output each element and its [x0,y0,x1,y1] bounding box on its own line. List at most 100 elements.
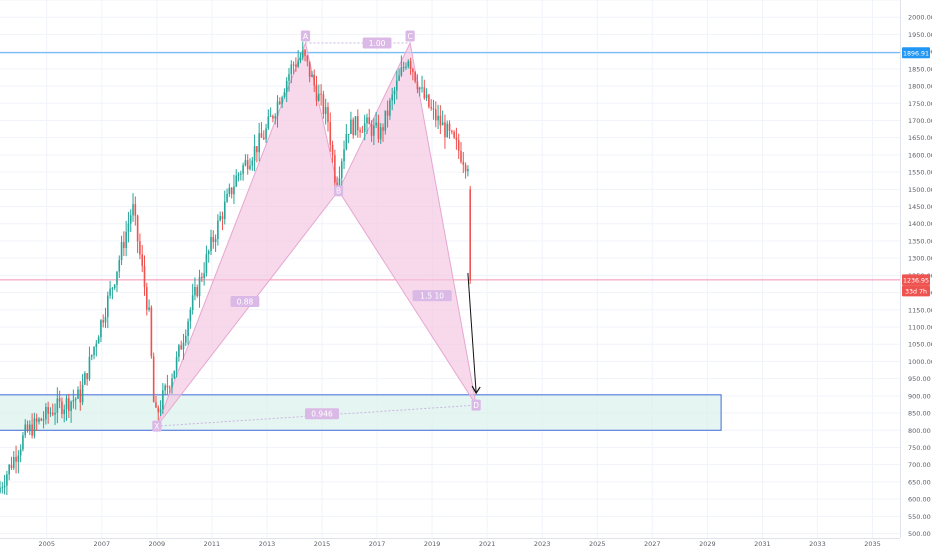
pattern-point-d-box [471,399,481,411]
candle-body [352,119,355,136]
candle-body [79,389,82,403]
candle-body [262,137,265,140]
candle-body [26,424,29,431]
time-tick-label: 2025 [589,540,606,548]
candle-body [249,165,251,170]
candle-body [375,122,377,126]
candle-body [350,119,352,135]
price-tick-label: 1500.00 [908,186,932,194]
candle-body [391,94,394,101]
candle-body [127,223,130,232]
candle-body [347,134,350,136]
ratio-label-2: 1.00 [369,39,386,48]
price-tick-label: 1150.00 [908,306,932,314]
candle-body [139,241,141,255]
ratio-label-1: 0.88 [237,297,254,306]
ratio-label-2-box [362,37,392,49]
candle-body [226,193,228,202]
harmonic-pattern [156,41,477,427]
candle-body [412,68,414,72]
candle-body [162,390,164,410]
candle-body [338,178,341,189]
candle-body [421,87,423,89]
candle-body [363,123,366,132]
price-tick-label: 1650.00 [908,134,932,142]
candle-body [414,71,416,82]
candle-body [45,407,47,420]
candle-body [361,131,364,133]
pattern-triangle-bcd [337,41,477,406]
candle-body [159,409,162,413]
candle-body [393,90,396,95]
candle-body [207,251,210,255]
price-tick-label: 900.00 [908,392,931,400]
candle-body [311,74,313,77]
price-tick-label: 1300.00 [908,255,932,263]
candle-body [228,187,231,194]
candle-body [10,464,13,468]
candle-body [106,295,109,317]
candle-body [155,402,157,408]
candle-body [102,320,105,323]
candle-body [152,356,155,403]
candle-body [370,124,373,136]
pattern-triangle-xab [156,41,340,427]
candle-body [141,254,144,267]
candle-body [457,140,460,151]
candle-body [125,231,127,248]
candle-body [359,130,361,132]
pattern-point-c: C [407,32,412,41]
time-tick-label: 2031 [754,540,771,548]
candle-body [389,100,391,116]
candle-body [439,115,442,126]
candle-body [88,356,91,380]
candle-body [368,117,371,125]
candle-body [308,61,311,77]
candle-body [395,80,398,91]
candle-body [175,356,178,371]
candle-body [123,242,125,248]
candle-body [63,409,66,415]
candle-body [203,273,205,279]
price-tick-label: 1800.00 [908,83,932,91]
pattern-point-x-box [152,420,162,432]
projection-arrow[interactable] [467,272,477,394]
candle-body [17,455,20,462]
candle-body [460,150,462,162]
candle-body [173,370,176,379]
candle-body [253,146,256,161]
candle-body [86,373,88,380]
candle-body [464,164,467,172]
candle-body [437,115,439,121]
candle-body [467,168,469,172]
candle-body [295,64,297,67]
candle-body [136,215,139,242]
pattern-point-b-box [333,185,344,197]
price-tick-label: 1850.00 [908,65,932,73]
candle-body [398,75,400,81]
candle-body [143,266,146,288]
candle-body [42,419,45,421]
candle-body [29,424,31,431]
price-tick-label: 700.00 [908,461,931,469]
price-tick-label: 1350.00 [908,237,932,245]
candle-body [214,239,217,242]
price-tick-label: 1000.00 [908,358,932,366]
candle-body [318,93,320,101]
time-tick-label: 2027 [644,540,661,548]
time-tick-label: 2007 [94,540,111,548]
candle-body [178,345,180,357]
candle-body [33,418,36,436]
candle-body [65,398,68,410]
candle-body [164,385,166,391]
candle-body [290,64,293,75]
candle-body [100,320,102,338]
pattern-point-a: A [303,32,309,41]
candle-body [379,127,382,140]
time-tick-label: 2005 [39,540,56,548]
candle-body [428,94,430,108]
candle-body [116,271,118,285]
candle-body [274,116,277,119]
